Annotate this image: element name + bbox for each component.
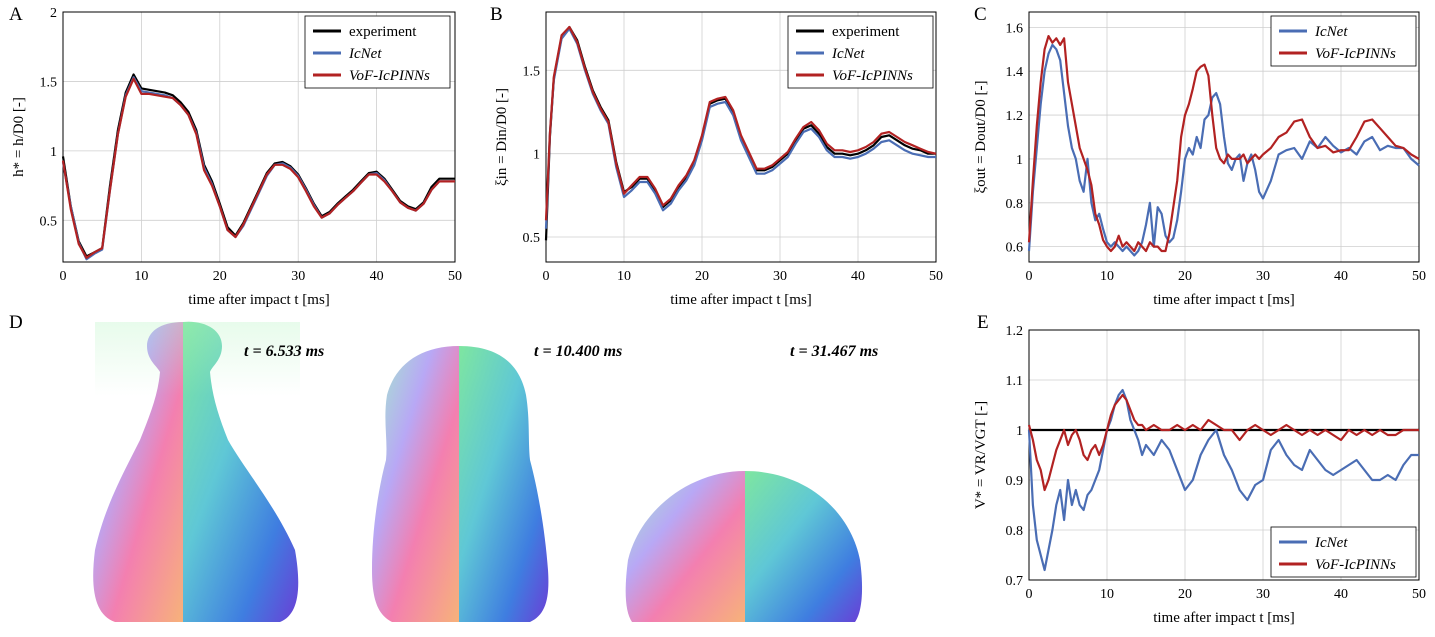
legend-label: VoF-IcPINNs: [1315, 557, 1396, 573]
y-tick-label: 1.6: [1006, 21, 1024, 36]
legend-label: IcNet: [348, 46, 382, 62]
x-tick-label: 20: [1178, 587, 1192, 602]
y-axis-label: ξin = Din/D0 [-]: [494, 88, 510, 186]
x-tick-label: 30: [291, 269, 305, 284]
chart-panel-c: 0 10 20 30 40 50 0.6 0.8 1 1.2 1.4 1.6 time after im…: [973, 11, 1426, 308]
x-axis-label: time after impact t [ms]: [188, 292, 330, 308]
panel-letter-c: C: [974, 4, 987, 25]
x-tick-label: 50: [929, 269, 943, 284]
legend-label: VoF-IcPINNs: [832, 68, 913, 84]
y-tick-label: 1: [533, 148, 540, 163]
series-line-icnet: [1027, 43, 1420, 257]
x-tick-label: 10: [1100, 269, 1114, 284]
panel-letter-d: D: [9, 312, 23, 333]
series-line-experiment: [61, 73, 455, 258]
x-axis-label: time after impact t [ms]: [670, 292, 812, 308]
x-tick-label: 40: [370, 269, 384, 284]
legend-label: VoF-IcPINNs: [1315, 46, 1396, 62]
series-line-vof-icpinns: [544, 25, 937, 221]
legend-label: IcNet: [1314, 535, 1348, 551]
x-tick-label: 30: [1256, 587, 1270, 602]
y-tick-label: 1: [1016, 153, 1023, 168]
x-axis-label: time after impact t [ms]: [1153, 292, 1295, 308]
y-tick-label: 1: [1016, 424, 1023, 439]
y-tick-label: 1.5: [523, 64, 541, 79]
y-tick-label: 1.1: [1006, 374, 1024, 389]
x-tick-label: 30: [773, 269, 787, 284]
x-tick-label: 0: [60, 269, 67, 284]
x-tick-label: 20: [213, 269, 227, 284]
legend-label: IcNet: [1314, 24, 1348, 40]
snapshot-time-label-3: t = 31.467 ms: [790, 343, 878, 360]
x-tick-label: 40: [851, 269, 865, 284]
x-tick-label: 0: [543, 269, 550, 284]
snapshot-time-label-2: t = 10.400 ms: [534, 343, 622, 360]
legend-label: experiment: [832, 24, 900, 40]
snapshot-time-label-1: t = 6.533 ms: [244, 343, 324, 360]
y-axis-label: ξout = Dout/D0 [-]: [973, 80, 989, 193]
series-line-vof-icpinns: [1027, 35, 1420, 253]
series-line-icnet: [61, 76, 455, 261]
x-tick-label: 10: [1100, 587, 1114, 602]
legend-label: VoF-IcPINNs: [349, 68, 430, 84]
legend-label: experiment: [349, 24, 417, 40]
y-tick-label: 1.2: [1006, 109, 1024, 124]
y-tick-label: 0.8: [1006, 524, 1024, 539]
series-line-icnet: [1027, 388, 1419, 572]
x-tick-label: 40: [1334, 587, 1348, 602]
x-tick-label: 20: [1178, 269, 1192, 284]
legend-box: [1270, 15, 1417, 67]
y-tick-label: 1.2: [1006, 324, 1024, 339]
y-tick-label: 0.6: [1006, 241, 1024, 256]
panel-letter-a: A: [9, 4, 23, 25]
y-tick-label: 0.8: [1006, 197, 1024, 212]
y-tick-label: 0.5: [523, 231, 541, 246]
y-tick-label: 0.9: [1006, 474, 1024, 489]
legend-label: IcNet: [831, 46, 865, 62]
x-tick-label: 0: [1026, 587, 1033, 602]
plot-frame: [545, 11, 937, 263]
x-tick-label: 20: [695, 269, 709, 284]
plot-frame: [1028, 11, 1420, 263]
y-tick-label: 1: [50, 145, 57, 160]
series-line-vof-icpinns: [61, 77, 455, 259]
x-axis-label: time after impact t [ms]: [1153, 610, 1295, 626]
x-tick-label: 50: [1412, 587, 1426, 602]
x-tick-label: 40: [1334, 269, 1348, 284]
chart-panel-e: 0 10 20 30 40 50 0.7 0.8 0.9 1 1.1 1.2 time after im…: [973, 324, 1426, 626]
x-tick-label: 50: [448, 269, 462, 284]
panel-letter-e: E: [977, 312, 989, 333]
y-tick-label: 0.7: [1006, 574, 1024, 589]
y-tick-label: 1.5: [40, 75, 58, 90]
y-tick-label: 0.5: [40, 214, 58, 229]
droplet-snapshot-3: [625, 471, 863, 622]
x-tick-label: 10: [134, 269, 148, 284]
panel-letter-b: B: [490, 4, 503, 25]
y-tick-label: 1.4: [1006, 65, 1024, 80]
x-tick-label: 30: [1256, 269, 1270, 284]
x-tick-label: 50: [1412, 269, 1426, 284]
x-tick-label: 10: [617, 269, 631, 284]
chart-panel-b: 0 10 20 30 40 50 0.5 1 1.5 time after impact t [m…: [494, 11, 943, 308]
x-tick-label: 0: [1026, 269, 1033, 284]
droplet-snapshot-2: [372, 346, 549, 622]
droplet-snapshot-1: [93, 321, 300, 622]
series-line-vof-icpinns: [1027, 393, 1419, 492]
plot-frame: [62, 11, 456, 263]
y-axis-label: V* = VR/VGT [-]: [973, 401, 989, 509]
y-tick-label: 2: [50, 6, 57, 21]
chart-panel-a: 0 10 20 30 40 50 0.5 1 1.5 2 time after impact t […: [11, 6, 462, 308]
legend-box: [1270, 526, 1417, 578]
y-axis-label: h* = h/D0 [-]: [11, 97, 27, 177]
